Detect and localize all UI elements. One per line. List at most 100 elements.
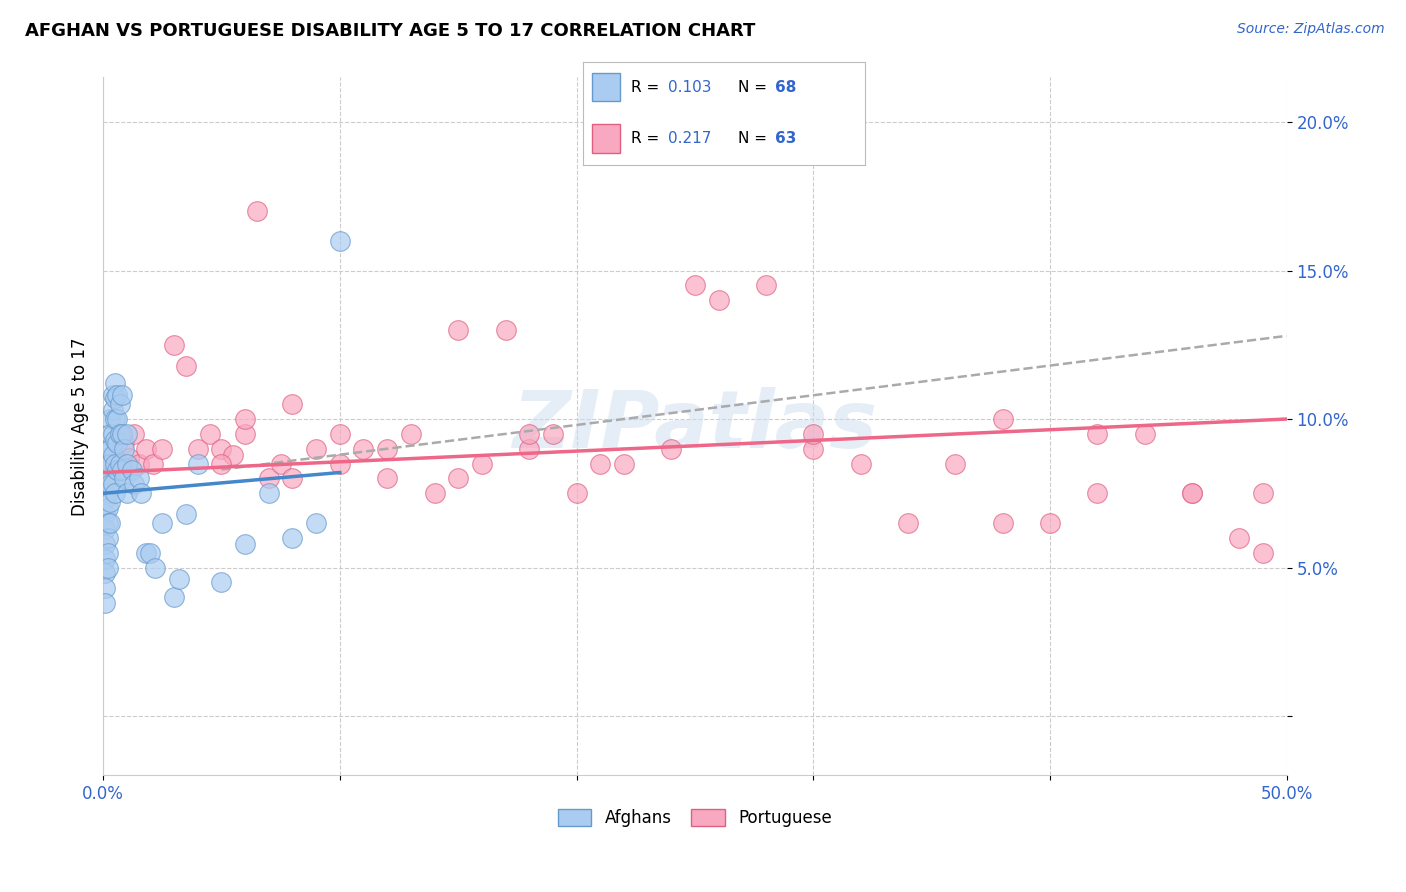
Point xyxy=(305,516,328,530)
Y-axis label: Disability Age 5 to 17: Disability Age 5 to 17 xyxy=(72,337,89,516)
Point xyxy=(211,442,233,456)
Point xyxy=(94,457,117,471)
Point xyxy=(150,516,173,530)
Point xyxy=(115,486,138,500)
Point xyxy=(163,338,186,352)
Point xyxy=(97,560,120,574)
Point xyxy=(115,457,138,471)
Text: 63: 63 xyxy=(775,131,796,146)
Point xyxy=(471,457,494,471)
Point xyxy=(1251,546,1274,560)
Text: 0.103: 0.103 xyxy=(668,79,711,95)
Point xyxy=(98,442,121,456)
Point xyxy=(97,531,120,545)
Point xyxy=(849,457,872,471)
Point xyxy=(118,450,141,465)
Point xyxy=(353,442,375,456)
Point xyxy=(659,442,682,456)
Point xyxy=(108,457,131,471)
Point xyxy=(97,516,120,530)
Point xyxy=(174,507,197,521)
Point xyxy=(150,442,173,456)
Text: Source: ZipAtlas.com: Source: ZipAtlas.com xyxy=(1237,22,1385,37)
Point xyxy=(101,403,124,417)
Point xyxy=(114,442,136,456)
Point xyxy=(98,471,121,485)
Point xyxy=(329,457,352,471)
Point xyxy=(447,471,470,485)
Point xyxy=(98,412,121,426)
Point xyxy=(233,537,256,551)
Point xyxy=(801,426,824,441)
Point xyxy=(128,457,150,471)
Text: N =: N = xyxy=(738,131,772,146)
Point xyxy=(163,591,186,605)
Point xyxy=(94,566,117,581)
Legend: Afghans, Portuguese: Afghans, Portuguese xyxy=(551,802,838,833)
Point xyxy=(115,426,138,441)
Point xyxy=(233,426,256,441)
Point xyxy=(97,442,120,456)
Point xyxy=(111,388,134,402)
Point xyxy=(135,442,157,456)
Point xyxy=(246,204,269,219)
Point xyxy=(111,426,134,441)
Point xyxy=(98,457,121,471)
Point xyxy=(1227,531,1250,545)
Point xyxy=(128,471,150,485)
Point xyxy=(105,462,128,476)
Point xyxy=(233,412,256,426)
Point xyxy=(94,596,117,610)
Point xyxy=(1039,516,1062,530)
Point xyxy=(187,442,209,456)
Text: N =: N = xyxy=(738,79,772,95)
Point xyxy=(111,462,134,476)
Text: ZIPatlas: ZIPatlas xyxy=(512,387,877,466)
Text: R =: R = xyxy=(631,79,665,95)
Point xyxy=(281,471,304,485)
Point xyxy=(167,573,190,587)
Point xyxy=(97,501,120,516)
Point xyxy=(94,507,117,521)
Point xyxy=(517,426,540,441)
Point xyxy=(97,486,120,500)
Point xyxy=(94,492,117,507)
Point xyxy=(1251,486,1274,500)
Point xyxy=(101,426,124,441)
Point xyxy=(104,448,127,462)
Point xyxy=(104,486,127,500)
Point xyxy=(98,426,121,441)
Point xyxy=(101,448,124,462)
Point xyxy=(329,234,352,248)
Point xyxy=(98,477,121,491)
Point xyxy=(105,412,128,426)
Point xyxy=(139,546,162,560)
Point xyxy=(943,457,966,471)
Point xyxy=(104,433,127,447)
Point xyxy=(114,435,136,450)
FancyBboxPatch shape xyxy=(592,124,620,153)
Point xyxy=(105,388,128,402)
Point xyxy=(142,457,165,471)
Point xyxy=(104,457,127,471)
Point xyxy=(281,531,304,545)
Point xyxy=(122,477,145,491)
Point xyxy=(101,388,124,402)
Point xyxy=(143,560,166,574)
Point xyxy=(541,426,564,441)
Point xyxy=(135,546,157,560)
Point xyxy=(375,442,398,456)
Point xyxy=(94,537,117,551)
Text: R =: R = xyxy=(631,131,665,146)
Point xyxy=(108,426,131,441)
Point xyxy=(683,278,706,293)
Point xyxy=(305,442,328,456)
Point xyxy=(517,442,540,456)
Point xyxy=(187,457,209,471)
Point xyxy=(1133,426,1156,441)
Point xyxy=(94,582,117,596)
Point xyxy=(375,471,398,485)
Point xyxy=(257,486,280,500)
Point xyxy=(222,448,245,462)
Point xyxy=(104,391,127,405)
